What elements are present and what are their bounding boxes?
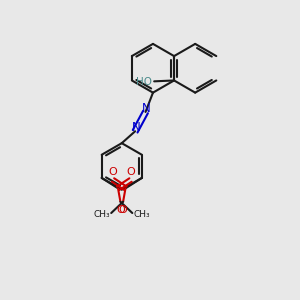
Text: N: N xyxy=(132,121,140,134)
Text: O: O xyxy=(116,205,125,215)
Text: O: O xyxy=(109,167,117,177)
Text: O: O xyxy=(126,167,135,177)
Text: CH₃: CH₃ xyxy=(93,210,110,219)
Text: O: O xyxy=(119,205,128,215)
Text: CH₃: CH₃ xyxy=(134,210,150,219)
Text: N: N xyxy=(142,102,151,115)
Text: HO: HO xyxy=(136,77,152,87)
